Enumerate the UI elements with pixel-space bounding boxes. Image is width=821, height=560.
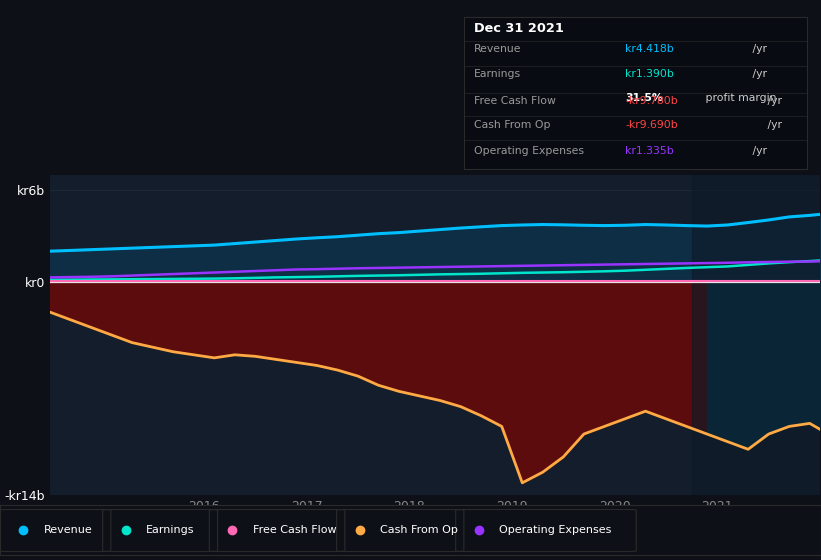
Text: /yr: /yr [764,96,782,106]
Text: profit margin: profit margin [703,93,777,103]
Text: Free Cash Flow: Free Cash Flow [475,96,556,106]
Text: Dec 31 2021: Dec 31 2021 [475,22,564,35]
Text: /yr: /yr [749,44,767,54]
Text: Operating Expenses: Operating Expenses [499,525,612,535]
Text: Earnings: Earnings [146,525,195,535]
Text: Earnings: Earnings [475,69,521,79]
Text: Cash From Op: Cash From Op [475,120,551,130]
Text: 31.5%: 31.5% [626,93,663,103]
Text: -kr9.690b: -kr9.690b [626,120,678,130]
Text: Revenue: Revenue [475,44,522,54]
Bar [691,175,820,495]
Text: -kr9.780b: -kr9.780b [626,96,678,106]
Text: /yr: /yr [749,69,767,79]
Text: Revenue: Revenue [44,525,92,535]
Text: kr1.335b: kr1.335b [626,146,674,156]
Text: Operating Expenses: Operating Expenses [475,146,585,156]
Text: /yr: /yr [764,120,782,130]
Text: /yr: /yr [749,146,767,156]
Text: Cash From Op: Cash From Op [380,525,458,535]
Text: kr1.390b: kr1.390b [626,69,674,79]
Text: Free Cash Flow: Free Cash Flow [253,525,337,535]
Text: kr4.418b: kr4.418b [626,44,674,54]
